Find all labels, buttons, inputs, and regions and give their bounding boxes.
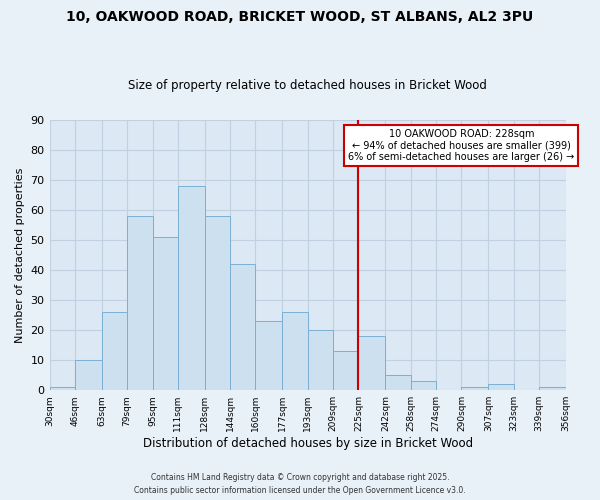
Text: 10, OAKWOOD ROAD, BRICKET WOOD, ST ALBANS, AL2 3PU: 10, OAKWOOD ROAD, BRICKET WOOD, ST ALBAN…: [67, 10, 533, 24]
Bar: [75, 360, 102, 390]
Bar: [205, 216, 230, 390]
Bar: [283, 312, 308, 390]
Bar: [539, 387, 566, 390]
X-axis label: Distribution of detached houses by size in Bricket Wood: Distribution of detached houses by size …: [143, 437, 473, 450]
Bar: [411, 381, 436, 390]
Bar: [308, 330, 333, 390]
Bar: [256, 321, 283, 390]
Y-axis label: Number of detached properties: Number of detached properties: [15, 167, 25, 342]
Bar: [178, 186, 205, 390]
Bar: [152, 237, 178, 390]
Bar: [230, 264, 256, 390]
Bar: [358, 336, 385, 390]
Bar: [461, 387, 488, 390]
Text: 10 OAKWOOD ROAD: 228sqm
← 94% of detached houses are smaller (399)
6% of semi-de: 10 OAKWOOD ROAD: 228sqm ← 94% of detache…: [349, 128, 575, 162]
Bar: [50, 387, 75, 390]
Bar: [102, 312, 127, 390]
Text: Contains HM Land Registry data © Crown copyright and database right 2025.
Contai: Contains HM Land Registry data © Crown c…: [134, 473, 466, 495]
Bar: [333, 351, 358, 390]
Bar: [127, 216, 152, 390]
Bar: [385, 375, 411, 390]
Bar: [488, 384, 514, 390]
Title: Size of property relative to detached houses in Bricket Wood: Size of property relative to detached ho…: [128, 79, 487, 92]
